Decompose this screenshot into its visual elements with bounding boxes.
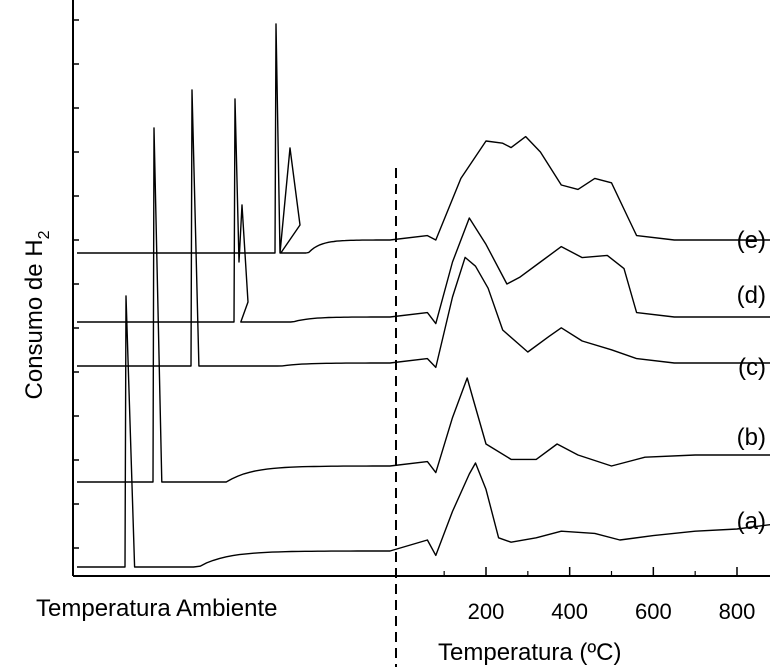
x-tick-label: 200 [468,599,505,624]
svg-text:Consumo de H2: Consumo de H2 [21,230,53,399]
series-label: (d) [737,282,766,309]
x-axis-left-label: Temperatura Ambiente [36,595,277,622]
series-line [77,98,770,325]
series-curves [77,23,770,568]
x-tick-label: 400 [551,599,588,624]
x-axis-title: Temperatura (ºC) [438,639,621,666]
x-tick-label: 800 [719,599,756,624]
series-line [77,23,770,254]
series-label: (c) [738,354,766,381]
y-axis-ticks [73,19,79,549]
series-label: (b) [737,424,766,451]
x-tick-label: 600 [635,599,672,624]
x-axis-ticks [443,567,738,576]
series-line [77,295,770,568]
plot-frame [72,0,770,577]
y-axis-title: Consumo de H2 [21,230,53,399]
x-tick-labels: 200 400 600 800 [468,599,756,624]
y-axis-title-subscript: 2 [36,230,53,239]
series-line [77,127,770,483]
y-axis-title-main: Consumo de H [21,239,48,399]
series-label: (a) [737,508,766,535]
series-label: (e) [737,227,766,254]
series-line [77,89,770,369]
series-labels: (a) (b) (c) (d) (e) [737,227,766,535]
